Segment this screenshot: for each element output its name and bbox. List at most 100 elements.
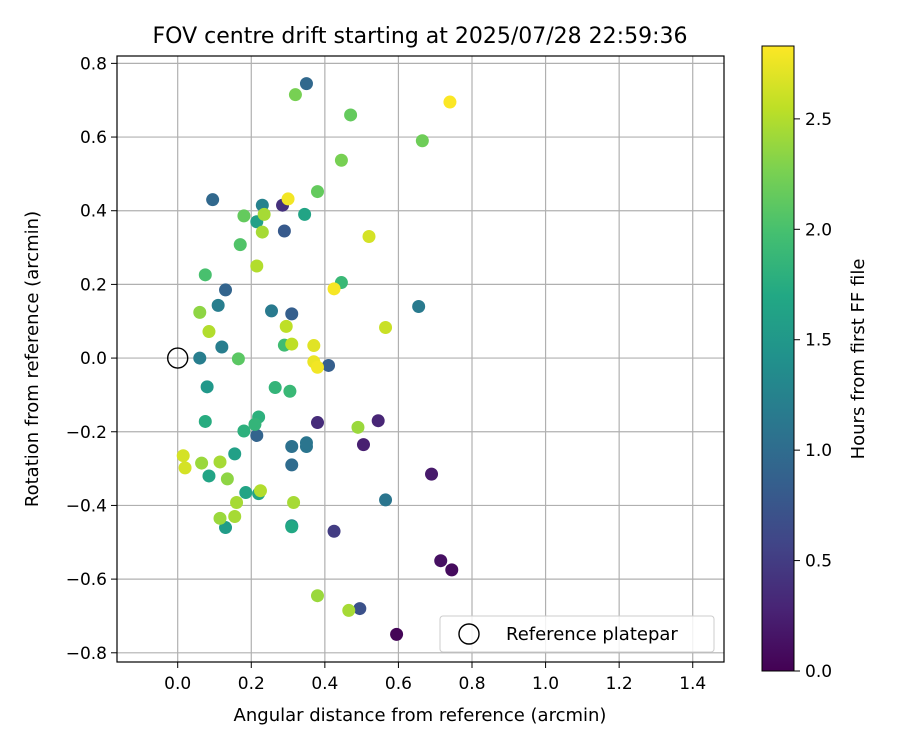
data-point bbox=[253, 484, 267, 498]
legend-open-circle-marker bbox=[458, 623, 480, 645]
data-points bbox=[176, 77, 459, 641]
y-tick-label: −0.2 bbox=[66, 423, 107, 443]
data-point bbox=[353, 602, 367, 616]
data-point bbox=[351, 420, 365, 434]
y-tick-label: 0.8 bbox=[80, 54, 107, 74]
data-point bbox=[279, 319, 293, 333]
data-point bbox=[215, 340, 229, 354]
data-point bbox=[231, 352, 245, 366]
chart-title: FOV centre drift starting at 2025/07/28 … bbox=[153, 24, 688, 49]
data-point bbox=[198, 414, 212, 428]
y-tick-label: −0.8 bbox=[66, 644, 107, 664]
data-point bbox=[268, 381, 282, 395]
legend: Reference platepar bbox=[439, 615, 715, 653]
data-point bbox=[257, 207, 271, 221]
reference-platepar-marker bbox=[166, 347, 189, 369]
data-point bbox=[327, 524, 341, 538]
y-tick-label: 0.6 bbox=[80, 128, 107, 148]
data-point bbox=[285, 458, 299, 472]
data-point bbox=[250, 428, 264, 442]
data-point bbox=[342, 603, 356, 617]
colorbar-tick-label: 2.5 bbox=[805, 110, 832, 130]
data-point bbox=[334, 153, 348, 167]
data-point bbox=[239, 486, 253, 500]
data-point bbox=[322, 358, 336, 372]
data-point bbox=[202, 325, 216, 339]
data-point bbox=[250, 259, 264, 273]
y-tick-label: −0.4 bbox=[66, 496, 107, 516]
reference-marker bbox=[166, 347, 189, 369]
x-axis-ticks: 0.0 0.2 0.4 0.6 0.8 1.0 1.2 1.4 bbox=[164, 662, 706, 694]
y-tick-label: 0.0 bbox=[80, 349, 107, 369]
data-point bbox=[379, 321, 393, 335]
colorbar-tick-label: 1.0 bbox=[805, 441, 832, 461]
x-tick-label: 1.0 bbox=[532, 674, 559, 694]
data-point bbox=[362, 230, 376, 244]
data-point bbox=[379, 493, 393, 507]
data-point bbox=[211, 298, 225, 312]
data-point bbox=[425, 467, 439, 481]
x-tick-label: 1.2 bbox=[606, 674, 633, 694]
data-point bbox=[283, 384, 297, 398]
colorbar-tick-label: 2.0 bbox=[805, 220, 832, 240]
data-point bbox=[285, 439, 299, 453]
legend-entry-label: Reference platepar bbox=[506, 624, 678, 645]
grid-lines bbox=[117, 56, 724, 662]
data-point bbox=[230, 495, 244, 509]
data-point bbox=[255, 225, 269, 239]
plot-frame bbox=[116, 55, 725, 663]
data-point bbox=[285, 307, 299, 321]
data-point bbox=[287, 495, 301, 509]
data-point bbox=[198, 268, 212, 282]
colorbar-tick-label: 0.0 bbox=[805, 662, 832, 682]
data-point bbox=[443, 95, 457, 109]
data-point bbox=[213, 511, 227, 525]
data-point bbox=[310, 185, 324, 199]
data-point bbox=[307, 339, 321, 353]
data-point bbox=[228, 509, 242, 523]
data-point bbox=[178, 461, 192, 475]
data-point bbox=[237, 209, 251, 223]
data-point bbox=[288, 88, 302, 102]
data-point bbox=[299, 436, 313, 450]
data-point bbox=[193, 351, 207, 365]
data-point bbox=[213, 455, 227, 469]
colorbar-gradient bbox=[761, 45, 795, 672]
data-point bbox=[277, 224, 291, 238]
data-point bbox=[176, 449, 190, 463]
x-tick-label: 0.0 bbox=[164, 674, 191, 694]
data-point bbox=[228, 447, 242, 461]
data-point bbox=[356, 438, 370, 452]
data-point bbox=[285, 337, 299, 351]
data-point bbox=[233, 238, 247, 252]
data-point bbox=[310, 360, 324, 374]
data-point bbox=[327, 282, 341, 296]
colorbar-ticks: 0.0 0.5 1.0 1.5 2.0 2.5 bbox=[794, 110, 832, 682]
y-axis-label: Rotation from reference (arcmin) bbox=[22, 211, 43, 507]
colorbar-tick-label: 1.5 bbox=[805, 331, 832, 351]
data-point bbox=[310, 589, 324, 603]
x-tick-label: 0.6 bbox=[385, 674, 412, 694]
data-point bbox=[285, 520, 299, 534]
data-point bbox=[298, 207, 312, 221]
data-point bbox=[265, 304, 279, 318]
data-point bbox=[202, 469, 216, 483]
data-point bbox=[344, 108, 358, 122]
x-tick-label: 0.8 bbox=[458, 674, 485, 694]
y-tick-label: −0.6 bbox=[66, 570, 107, 590]
data-point bbox=[445, 563, 459, 577]
x-tick-label: 1.4 bbox=[679, 674, 706, 694]
data-point bbox=[310, 416, 324, 430]
data-point bbox=[206, 193, 220, 207]
y-tick-label: 0.2 bbox=[80, 275, 107, 295]
x-tick-label: 0.2 bbox=[238, 674, 265, 694]
data-point bbox=[434, 554, 448, 568]
data-point bbox=[220, 472, 234, 486]
data-point bbox=[415, 134, 429, 148]
data-point bbox=[371, 414, 385, 428]
data-point bbox=[219, 283, 233, 297]
x-tick-label: 0.4 bbox=[311, 674, 338, 694]
data-point bbox=[200, 380, 214, 394]
colorbar-tick-label: 0.5 bbox=[805, 552, 832, 572]
